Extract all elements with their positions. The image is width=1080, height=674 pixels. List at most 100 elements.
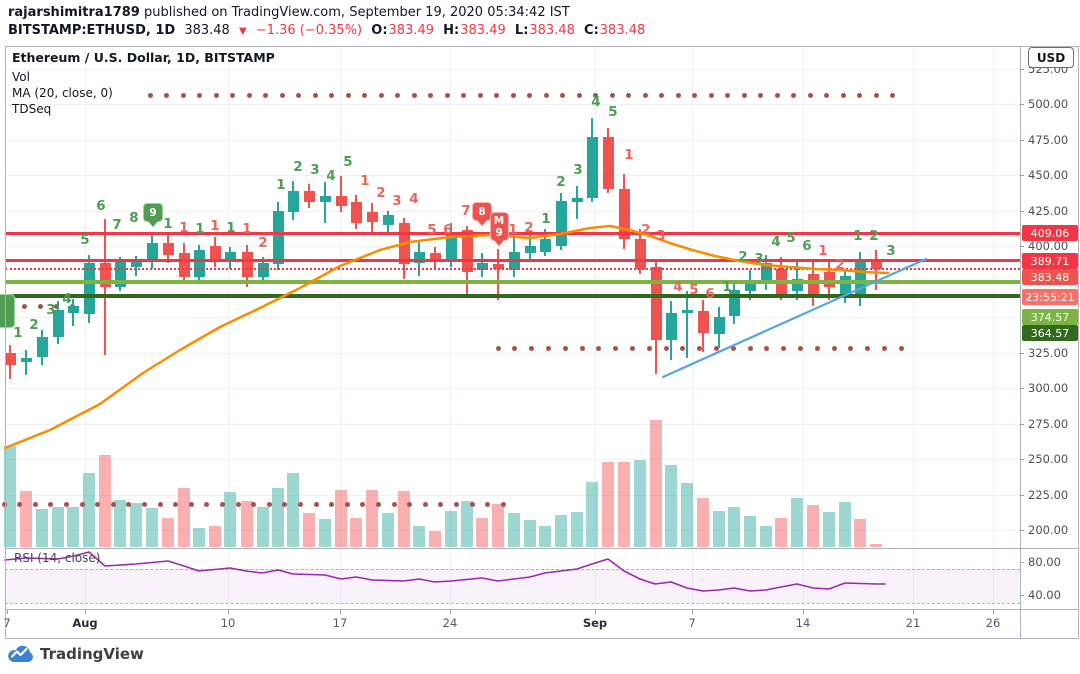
legend-title[interactable]: Ethereum / U.S. Dollar, 1D, BITSTAMP <box>12 50 275 65</box>
td-seq-number: 3 <box>310 162 320 178</box>
time-axis-label[interactable]: Aug <box>72 616 98 630</box>
td-level-dot <box>391 501 397 507</box>
chart-legend[interactable]: Ethereum / U.S. Dollar, 1D, BITSTAMP Vol… <box>12 50 275 117</box>
candle <box>303 190 315 202</box>
price-axis-label: 450.00 <box>1028 168 1069 182</box>
td-level-dot <box>362 92 367 98</box>
price-badge[interactable]: 364.57 <box>1022 325 1078 341</box>
td-level-dot <box>246 92 252 98</box>
volume-bar <box>257 507 269 547</box>
td-seq-number: 6 <box>705 286 715 302</box>
td-level-dot <box>297 501 303 507</box>
td-level-dot <box>562 345 568 351</box>
symbol-interval: BITSTAMP:ETHUSD, 1D <box>8 23 176 38</box>
time-axis-label[interactable]: 21 <box>905 616 921 630</box>
volume-bar <box>665 465 677 547</box>
price-badge[interactable]: 389.71 <box>1022 253 1078 269</box>
time-axis-label[interactable]: Sep <box>582 616 608 630</box>
price-badge[interactable]: 374.57 <box>1022 309 1078 325</box>
td-level-dot <box>510 92 516 98</box>
time-axis-label[interactable]: 14 <box>795 616 811 630</box>
td-level-dot <box>438 501 444 507</box>
time-tick <box>692 610 693 614</box>
td-level-dot <box>659 92 664 98</box>
td-level-dot <box>857 92 862 98</box>
legend-row-volume[interactable]: Vol <box>12 70 30 84</box>
td-seq-number: 5 <box>427 222 437 238</box>
candle <box>83 263 95 315</box>
td-seq-number: 5 <box>689 282 699 298</box>
volume-bar <box>744 516 756 547</box>
time-axis-label[interactable]: 10 <box>220 616 236 630</box>
td-level-dot <box>560 92 565 98</box>
candle-wick <box>497 248 499 300</box>
volume-bar <box>728 507 740 547</box>
td-level-dot <box>543 92 549 98</box>
gridline-h <box>5 423 1020 425</box>
td-seq-number: 2 <box>556 174 566 190</box>
candle <box>650 267 662 340</box>
price-badge[interactable]: 383.48 <box>1022 269 1078 285</box>
time-axis-label[interactable]: 17 <box>332 616 348 630</box>
price-axis-label: 275.00 <box>1028 416 1069 431</box>
td-seq-number: 2 <box>258 235 268 251</box>
gridline-h <box>5 530 1020 531</box>
gridline-h <box>5 388 1020 389</box>
rsi-axis-label: 80.00 <box>1028 555 1061 569</box>
td-level-dot <box>741 92 747 98</box>
time-axis-label[interactable]: 7 <box>3 616 11 630</box>
td-seq-number: 5 <box>343 154 353 170</box>
volume-bar <box>681 483 693 547</box>
td-level-dot <box>1 501 7 507</box>
td-seq-number: 3 <box>392 193 402 209</box>
time-axis-label[interactable]: 24 <box>442 616 458 630</box>
volume-bar <box>586 482 598 547</box>
td-level-dot <box>180 92 186 98</box>
legend-row-tdseq[interactable]: TDSeq <box>12 102 52 116</box>
candle <box>272 210 284 265</box>
td-seq-number: 6 <box>802 238 812 254</box>
td-level-dot <box>477 92 483 98</box>
volume-bar <box>650 420 662 547</box>
td-level-dot <box>781 345 787 351</box>
time-axis-label[interactable]: 26 <box>985 616 1001 630</box>
candle <box>319 196 331 202</box>
publish-info-line: rajarshimitra1789 published on TradingVi… <box>8 4 650 22</box>
volume-bar <box>524 520 536 547</box>
candle <box>571 197 583 202</box>
candle <box>539 238 551 252</box>
td-level-dot <box>500 501 506 507</box>
tradingview-logo[interactable]: TradingView <box>7 645 144 663</box>
author-name: rajarshimitra1789 <box>8 5 140 20</box>
rsi-legend[interactable]: RSI (14, close) <box>14 551 101 565</box>
td-level-dot <box>797 345 803 351</box>
volume-bar <box>539 526 551 547</box>
price-badge[interactable]: 23:55:21 <box>1022 289 1078 305</box>
time-axis-label[interactable]: 7 <box>688 616 696 630</box>
td-level-dot <box>725 92 730 98</box>
gridline-h <box>5 139 1020 141</box>
price-axis-label: 325.00 <box>1028 345 1069 360</box>
low-label: L: <box>514 23 529 38</box>
price-badge[interactable]: 409.06 <box>1022 225 1078 241</box>
td-level-dot <box>873 92 879 98</box>
td-level-dot <box>545 345 551 351</box>
td-level-dot <box>345 92 351 98</box>
td-level-dot <box>680 345 686 351</box>
time-tick <box>340 610 341 614</box>
td-level-dot <box>758 92 763 98</box>
td-seq-number: 6 <box>443 222 453 238</box>
td-level-dot <box>279 92 285 98</box>
gridline-v <box>993 47 994 609</box>
candle <box>665 312 677 340</box>
current-price-line <box>5 268 1020 271</box>
td-level-dot <box>204 501 210 507</box>
price-change: −1.36 (−0.35%) <box>255 23 363 38</box>
legend-row-ma[interactable]: MA (20, close, 0) <box>12 86 113 100</box>
td-level-dot <box>494 92 499 98</box>
open-value: 383.49 <box>388 23 435 38</box>
candle <box>178 253 190 278</box>
currency-toggle-button[interactable]: USD <box>1028 47 1074 68</box>
td-seq-number: 1 <box>276 177 286 193</box>
